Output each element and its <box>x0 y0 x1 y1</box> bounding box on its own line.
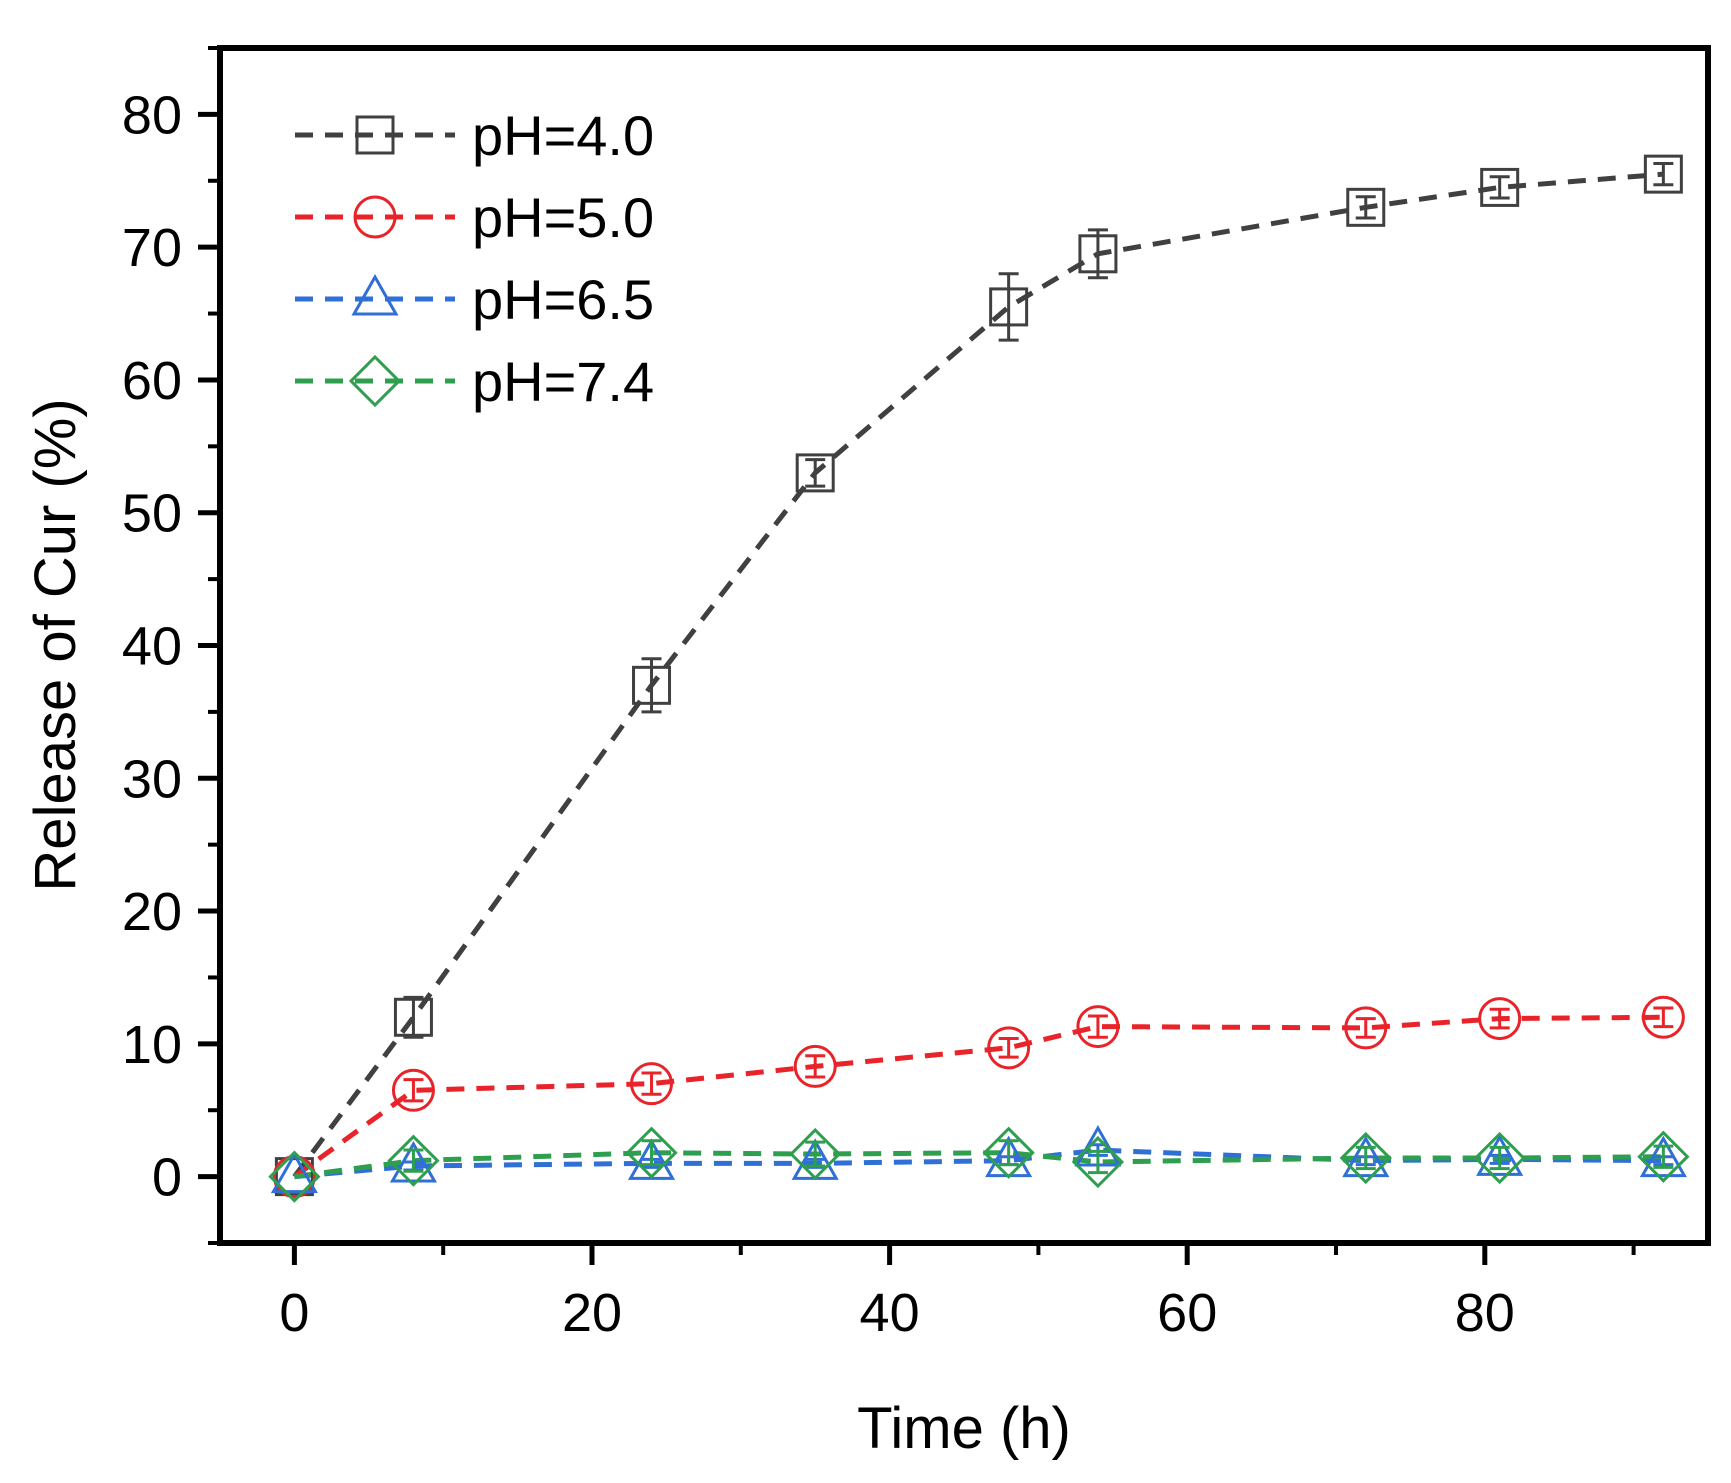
data-point <box>393 997 433 1037</box>
data-point <box>1342 1135 1390 1178</box>
plot-frame <box>217 45 1711 1246</box>
data-point <box>270 1151 318 1194</box>
legend-marker <box>348 354 402 408</box>
y-axis-title: Release of Cur (%) <box>23 398 88 891</box>
data-point <box>1478 997 1522 1041</box>
data-point <box>795 453 835 493</box>
legend-marker <box>351 273 399 316</box>
legend-item: pH=4.0 <box>295 104 654 167</box>
data-point <box>1346 187 1386 227</box>
data-point <box>630 1062 674 1106</box>
data-point <box>1473 1131 1526 1185</box>
data-point <box>793 1044 837 1088</box>
y-tick-label: 30 <box>122 749 182 809</box>
data-point <box>389 1140 438 1183</box>
data-point <box>1076 1005 1120 1049</box>
x-tick-label: 80 <box>1455 1283 1515 1343</box>
series-line <box>294 1150 1664 1180</box>
x-tick-label: 0 <box>279 1283 309 1343</box>
data-point <box>268 1150 321 1203</box>
series-3 <box>294 1147 1664 1180</box>
x-tick-label: 60 <box>1157 1283 1217 1343</box>
data-point <box>1643 154 1683 194</box>
series-points-2 <box>272 995 1685 1199</box>
data-point <box>789 1127 842 1181</box>
series-line <box>292 171 1664 1179</box>
legend-label: pH=4.0 <box>472 104 654 167</box>
data-point <box>1641 995 1685 1039</box>
data-point <box>1078 234 1118 274</box>
data-point <box>391 1068 435 1112</box>
series-points-1 <box>274 154 1683 1197</box>
data-point <box>632 665 672 705</box>
x-tick-label: 20 <box>562 1283 622 1343</box>
series-points-4 <box>268 1126 1690 1203</box>
series-layer <box>268 154 1690 1203</box>
data-point <box>1344 1006 1388 1050</box>
y-tick-label: 80 <box>122 85 182 145</box>
data-point <box>1071 1135 1125 1189</box>
legend-item: pH=5.0 <box>295 186 654 249</box>
y-tick-label: 70 <box>122 218 182 278</box>
data-point <box>987 1026 1031 1070</box>
data-point <box>387 1134 440 1187</box>
series-line <box>294 1147 1664 1180</box>
labels-layer: 0 20 40 60 80 0 10 20 30 40 50 60 70 80 <box>122 85 1515 1343</box>
data-point <box>982 1126 1035 1179</box>
data-point <box>1476 1134 1524 1176</box>
data-point <box>1339 1131 1392 1185</box>
x-axis-title: Time (h) <box>857 1396 1071 1461</box>
y-tick-label: 60 <box>122 351 182 411</box>
data-point <box>625 1126 678 1179</box>
y-tick-label: 40 <box>122 617 182 677</box>
x-tick-label: 40 <box>860 1283 920 1343</box>
series-2 <box>292 1014 1664 1179</box>
legend: pH=4.0 pH=5.0 pH=6.5 pH=7.4 <box>295 104 654 413</box>
series-line <box>292 1014 1664 1179</box>
data-point <box>989 287 1029 327</box>
y-tick-label: 10 <box>122 1015 182 1075</box>
data-point <box>1639 1135 1687 1178</box>
y-tick-label: 0 <box>152 1148 182 1208</box>
legend-item: pH=7.4 <box>295 350 654 413</box>
legend-item: pH=6.5 <box>295 268 654 331</box>
data-point <box>1480 167 1520 207</box>
legend-marker <box>353 195 397 239</box>
legend-label: pH=5.0 <box>472 186 654 249</box>
y-tick-label: 50 <box>122 484 182 544</box>
data-point <box>274 1157 314 1197</box>
legend-marker <box>355 115 395 155</box>
y-tick-label: 20 <box>122 882 182 942</box>
legend-label: pH=7.4 <box>472 350 654 413</box>
series-4 <box>294 1150 1664 1180</box>
series-1 <box>292 171 1664 1179</box>
data-point <box>1637 1130 1690 1183</box>
legend-label: pH=6.5 <box>472 268 654 331</box>
